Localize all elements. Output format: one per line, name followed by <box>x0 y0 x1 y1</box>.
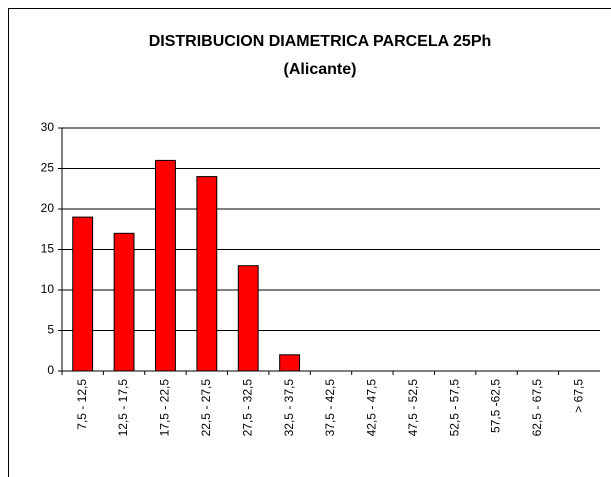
chart-subtitle: (Alicante) <box>284 61 357 78</box>
x-tick-label: 27,5 - 32,5 <box>240 379 254 437</box>
bar <box>155 159 176 372</box>
y-tick-label: 20 <box>41 201 55 215</box>
x-tick-label: 37,5 - 42,5 <box>323 379 337 437</box>
x-tick-label: 12,5 - 17,5 <box>116 379 130 437</box>
x-tick-label: 42,5 - 47,5 <box>365 379 379 437</box>
y-tick-label: 15 <box>41 242 55 256</box>
y-tick-label: 0 <box>47 363 54 377</box>
bar <box>72 216 94 372</box>
x-tick-label: 17,5 - 22,5 <box>158 379 172 437</box>
bar <box>279 354 301 372</box>
chart-frame <box>8 8 611 477</box>
y-tick-label: 30 <box>41 120 55 134</box>
x-tick-label: > 67,5 <box>571 379 585 413</box>
bar <box>113 232 135 372</box>
y-tick-label: 5 <box>47 323 54 337</box>
x-tick-label: 62,5 - 67,5 <box>530 379 544 437</box>
x-tick-label: 47,5 - 52,5 <box>406 379 420 437</box>
chart-title: DISTRIBUCION DIAMETRICA PARCELA 25Ph <box>149 33 492 50</box>
x-tick-label: 57,5 -62,5 <box>489 379 503 433</box>
x-tick-label: 22,5 - 27,5 <box>199 379 213 437</box>
y-tick-label: 10 <box>41 282 55 296</box>
y-tick-label: 25 <box>41 161 55 175</box>
x-tick-label: 52,5 - 57,5 <box>447 379 461 437</box>
x-tick-label: 7,5 - 12,5 <box>75 379 89 430</box>
bar <box>237 265 259 372</box>
x-tick-label: 32,5 - 37,5 <box>282 379 296 437</box>
bar <box>196 176 218 372</box>
